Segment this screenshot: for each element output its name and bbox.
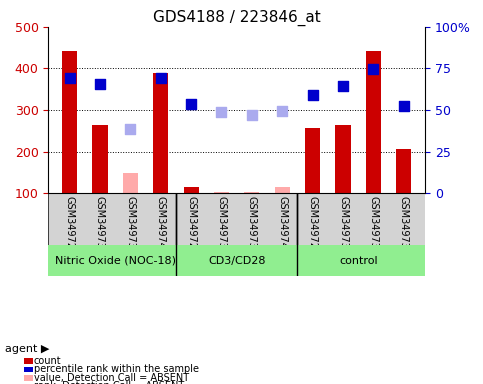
Point	[187, 101, 195, 107]
Point	[66, 75, 73, 81]
Text: value, Detection Call = ABSENT: value, Detection Call = ABSENT	[34, 373, 189, 383]
Text: GSM349727: GSM349727	[186, 196, 196, 255]
Text: GSM349725: GSM349725	[65, 196, 74, 255]
Point	[157, 75, 165, 81]
Bar	[153, 73, 168, 193]
Text: GSM349739: GSM349739	[399, 196, 409, 255]
Point	[369, 66, 377, 73]
Text: GSM349733: GSM349733	[216, 196, 227, 255]
Text: GSM349734: GSM349734	[369, 196, 378, 255]
Point	[278, 108, 286, 114]
Point	[339, 83, 347, 89]
Text: rank, Detection Call = ABSENT: rank, Detection Call = ABSENT	[34, 381, 184, 384]
Text: GSM349731: GSM349731	[95, 196, 105, 255]
Point	[248, 113, 256, 119]
Point	[127, 126, 134, 132]
Text: percentile rank within the sample: percentile rank within the sample	[34, 364, 199, 374]
Bar	[366, 51, 381, 193]
Bar	[92, 125, 108, 193]
Text: GSM349730: GSM349730	[338, 196, 348, 255]
Text: CD3/CD28: CD3/CD28	[208, 256, 266, 266]
Point	[400, 103, 408, 109]
Title: GDS4188 / 223846_at: GDS4188 / 223846_at	[153, 9, 321, 25]
Bar	[396, 149, 412, 193]
Text: GSM349740: GSM349740	[156, 196, 166, 255]
Point	[309, 92, 316, 98]
Text: Nitric Oxide (NOC-18): Nitric Oxide (NOC-18)	[55, 256, 176, 266]
Bar	[335, 125, 351, 193]
Text: GSM349729: GSM349729	[308, 196, 318, 255]
Bar	[275, 187, 290, 193]
Text: count: count	[34, 356, 61, 366]
Text: agent ▶: agent ▶	[5, 344, 49, 354]
Text: GSM349741: GSM349741	[277, 196, 287, 255]
Bar	[305, 128, 320, 193]
Bar	[244, 192, 259, 193]
Text: control: control	[339, 256, 378, 266]
Text: GSM349736: GSM349736	[125, 196, 135, 255]
Point	[218, 109, 226, 115]
Bar	[123, 173, 138, 193]
Point	[96, 81, 104, 87]
Text: GSM349737: GSM349737	[247, 196, 257, 255]
Bar	[214, 192, 229, 193]
Bar	[62, 51, 77, 193]
Bar	[184, 187, 199, 193]
